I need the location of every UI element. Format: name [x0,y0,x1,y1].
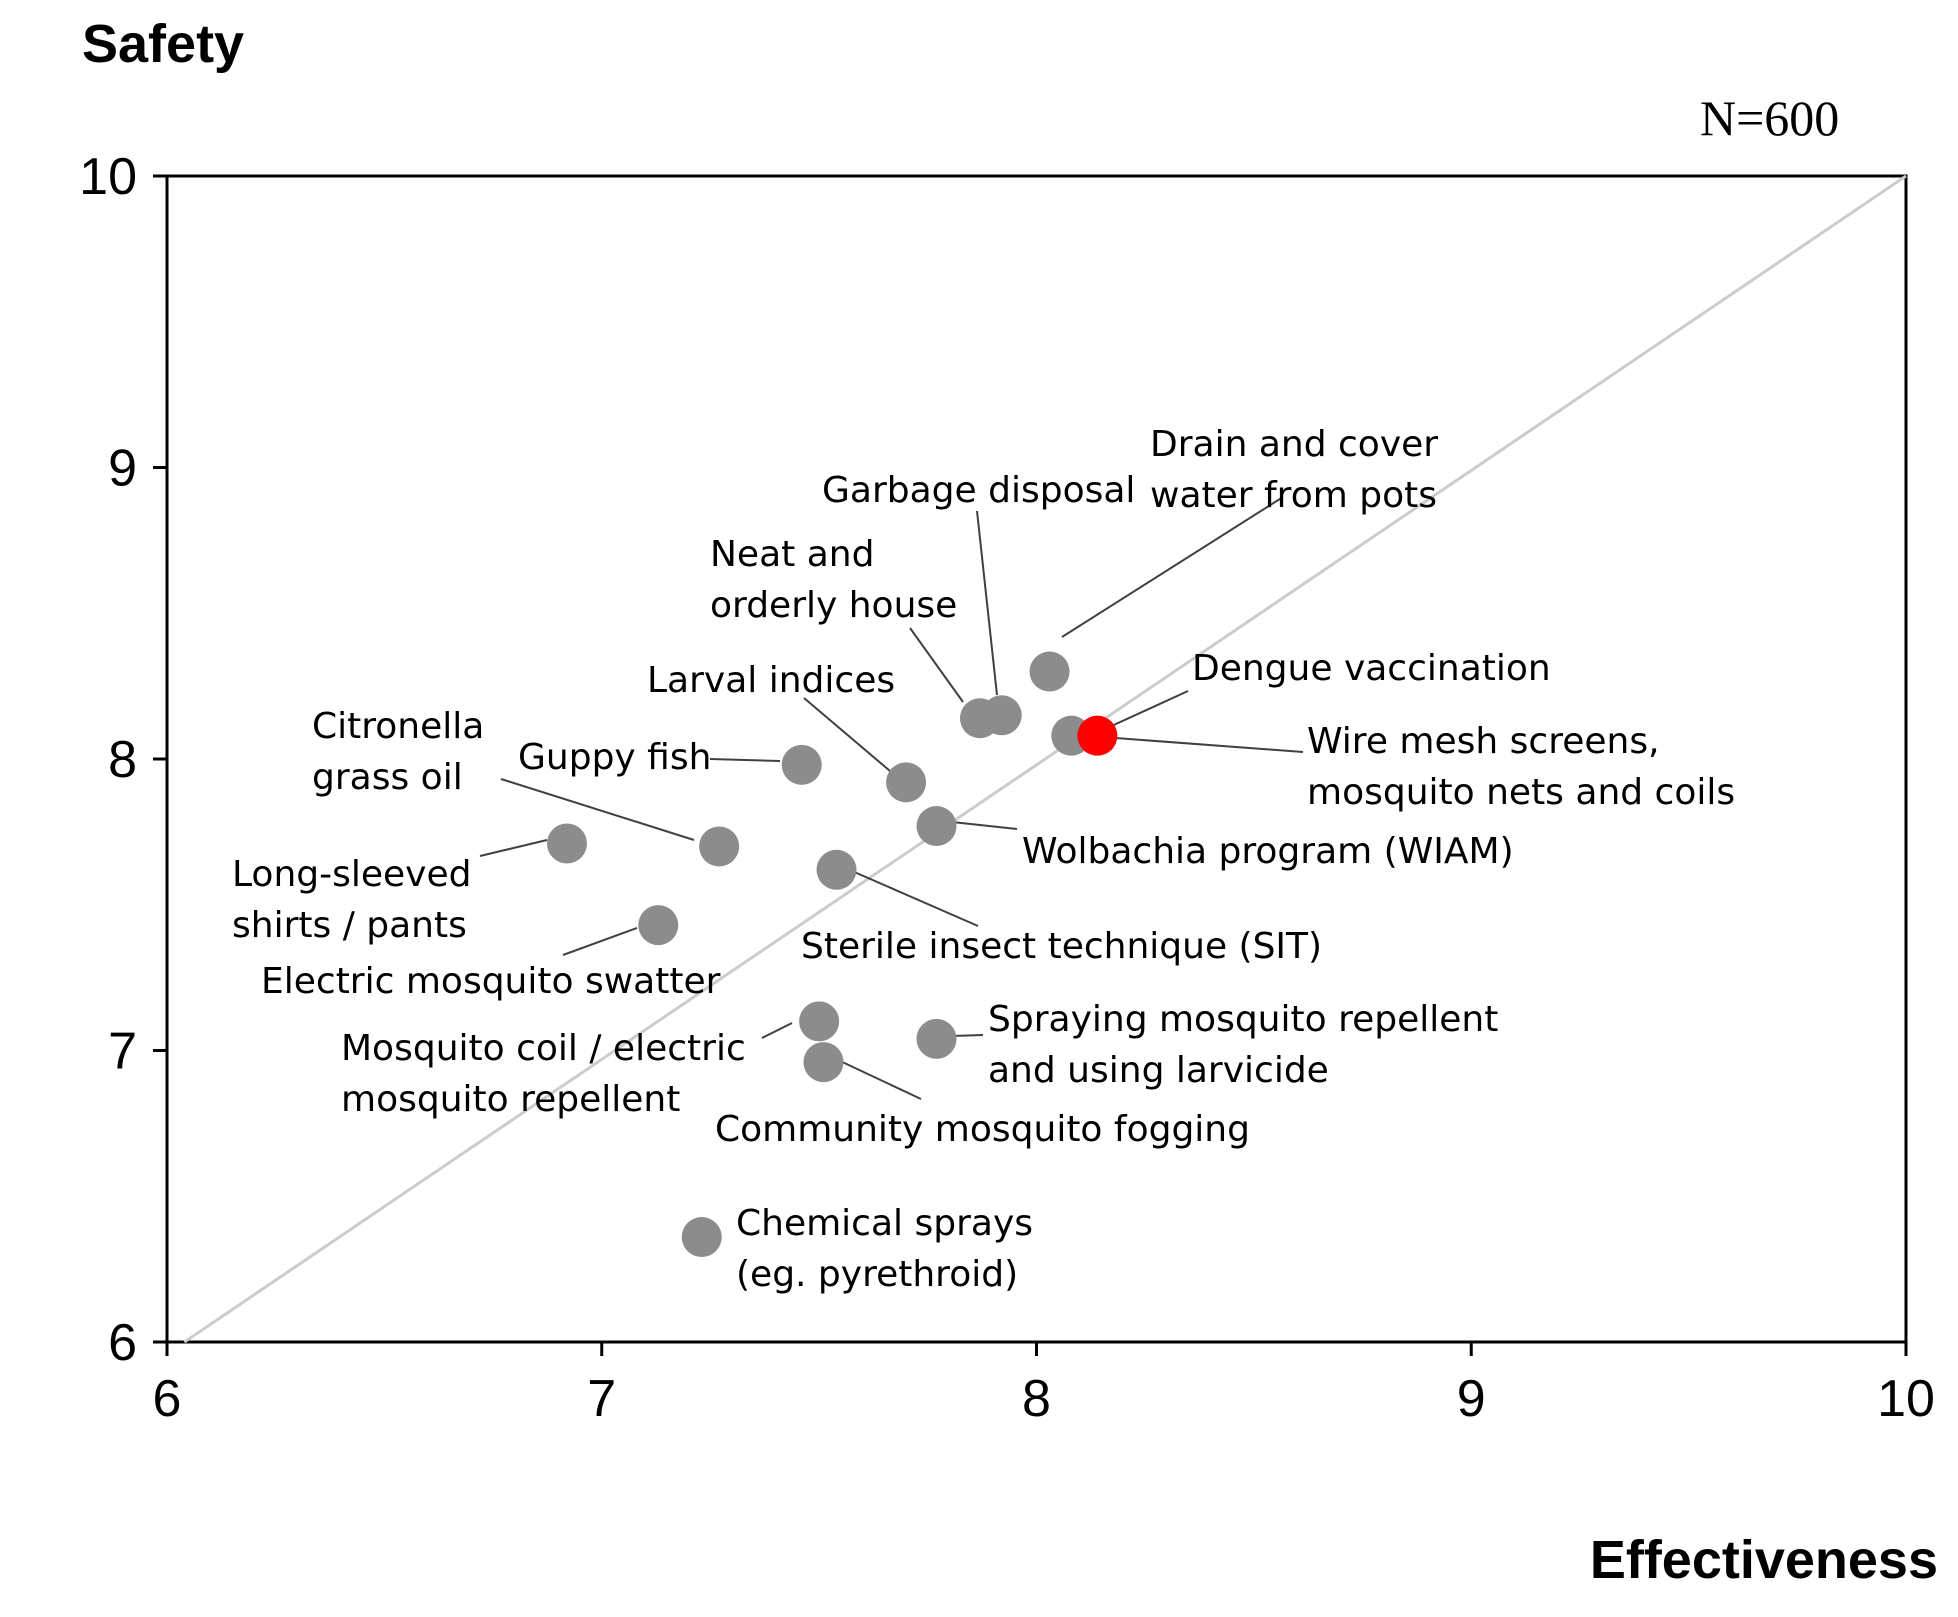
data-point [916,806,957,847]
point-label-line: Citronella [312,706,484,747]
point-label-line: Garbage disposal [822,470,1135,511]
leader-line [479,839,548,857]
y-tick-label: 9 [108,440,137,498]
point-labels: Drain and cover water from pots Garbage di… [232,424,1735,1295]
point-label-line: Community mosquito fogging [715,1109,1250,1150]
point-label: Larval indices [647,660,895,701]
point-label: Chemical sprays (eg. pyrethroid) [736,1203,1033,1295]
point-label: Garbage disposal [822,470,1135,511]
leader-line [709,758,781,762]
x-tick-label: 6 [153,1370,182,1428]
point-label-line: Neat and [710,534,874,575]
point-label: Community mosquito fogging [715,1109,1250,1150]
leader-line [951,1034,984,1037]
x-tick-label: 9 [1457,1370,1486,1428]
x-tick-label: 8 [1022,1370,1051,1428]
data-point [799,1001,840,1042]
data-point-highlighted [1077,715,1118,756]
point-label-line: Drain and cover [1150,424,1438,465]
point-label-line: Chemical sprays [736,1203,1033,1244]
y-tick-label: 6 [108,1314,137,1372]
point-label-line: mosquito nets and coils [1307,772,1735,813]
leader-line [951,821,1018,830]
point-label-line: Spraying mosquito repellent [988,999,1498,1040]
axis-ticks: 6 7 8 9 10 6 7 8 9 10 [79,148,1935,1428]
leader-line [1101,736,1304,753]
point-label-line: Dengue vaccination [1192,648,1551,689]
point-label: Neat and orderly house [710,534,957,626]
data-point [959,698,1000,739]
sample-size-annotation: N=600 [1700,90,1839,146]
point-label: Wire mesh screens, mosquito nets and coil… [1307,721,1735,813]
point-label-line: Long-sleeved [232,854,471,895]
point-label: Guppy fish [518,737,711,778]
point-label-line: Sterile insect technique (SIT) [801,926,1322,967]
leader-line [761,1022,793,1039]
data-point [546,823,587,864]
leader-lines [479,496,1304,1100]
leader-line [803,697,891,772]
data-point [886,762,927,803]
data-points [546,651,1118,1258]
point-label: Long-sleeved shirts / pants [232,854,471,946]
point-label: Electric mosquito swatter [261,961,721,1002]
point-label-line: Mosquito coil / electric [341,1028,746,1069]
point-label-line: grass oil [312,757,463,798]
data-point [781,744,822,785]
leader-line [500,778,695,841]
leader-line [851,870,979,927]
x-tick-label: 10 [1877,1370,1935,1428]
point-label-line: Guppy fish [518,737,711,778]
y-tick-label: 8 [108,731,137,789]
point-label: Wolbachia program (WIAM) [1022,831,1514,872]
point-label-line: water from pots [1150,475,1437,516]
x-tick-label: 7 [587,1370,616,1428]
data-point [916,1018,957,1059]
data-point [1029,651,1070,692]
leader-line [1104,690,1189,730]
leader-line [976,510,998,696]
point-label-line: Wolbachia program (WIAM) [1022,831,1514,872]
point-label: Mosquito coil / electric mosquito repelle… [341,1028,746,1120]
point-label: Drain and cover water from pots [1150,424,1438,516]
y-tick-label: 10 [79,148,137,206]
diagonal-reference-line [183,174,1907,1344]
data-point [681,1217,722,1258]
point-label-line: Wire mesh screens, [1307,721,1660,762]
x-axis-title: Effectiveness [1590,1530,1938,1590]
leader-line [1061,496,1284,638]
leader-line [562,927,638,956]
point-label-line: Larval indices [647,660,895,701]
point-label-line: orderly house [710,585,957,626]
data-point [699,826,740,867]
point-label-line: mosquito repellent [341,1079,680,1120]
y-axis-title: Safety [82,14,244,74]
point-label-line: (eg. pyrethroid) [736,1254,1018,1295]
point-label: Dengue vaccination [1192,648,1551,689]
data-point [638,905,679,946]
point-label-line: and using larvicide [988,1050,1329,1091]
point-label: Sterile insect technique (SIT) [801,926,1322,967]
point-label-line: Electric mosquito swatter [261,961,721,1002]
y-tick-label: 7 [108,1023,137,1081]
point-label: Spraying mosquito repellent and using lar… [988,999,1498,1091]
leader-line [909,627,964,703]
leader-line [837,1059,922,1100]
data-point [816,849,857,890]
point-label-line: shirts / pants [232,905,467,946]
data-point [803,1042,844,1083]
point-label: Citronella grass oil [312,706,484,798]
